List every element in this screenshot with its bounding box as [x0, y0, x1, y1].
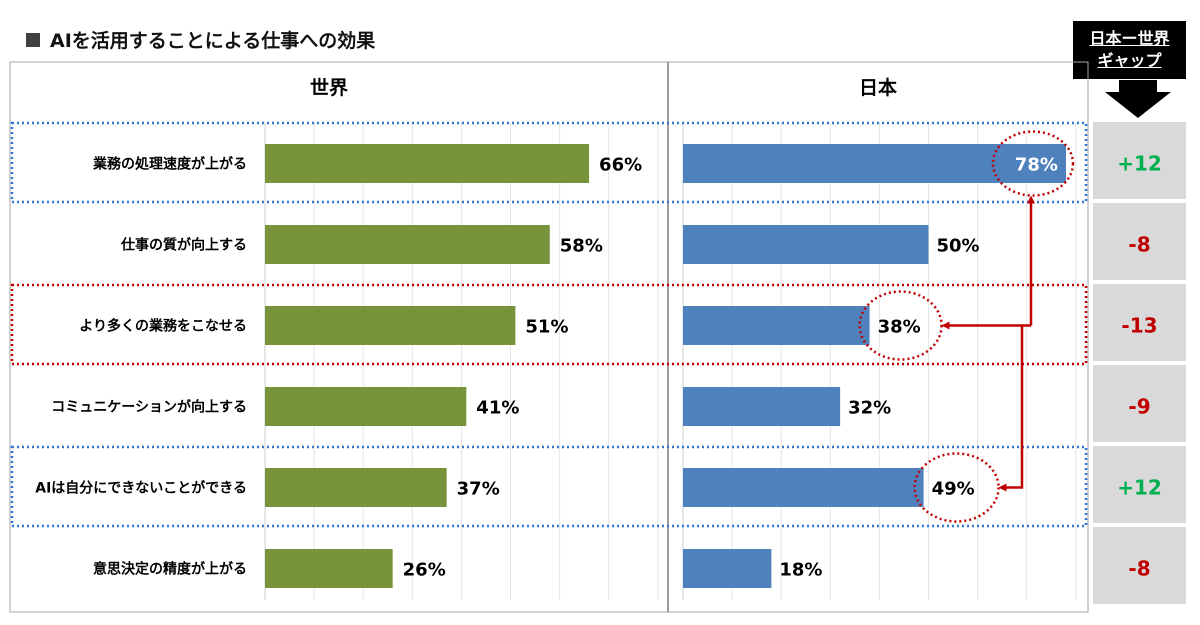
japan-value-label: 78%: [1015, 155, 1058, 176]
world-value-label: 41%: [476, 398, 519, 419]
world-bar: [265, 468, 447, 507]
gap-cell: [1093, 122, 1186, 199]
world-value-label: 37%: [457, 479, 500, 500]
series-name-japan: 日本: [859, 76, 897, 99]
gap-value: -9: [1128, 395, 1150, 419]
world-bar: [265, 549, 393, 588]
gap-value: +12: [1117, 476, 1162, 500]
table-frame: [9, 61, 1089, 613]
table-row: 意思決定の精度が上がる 26% 18% -8: [93, 527, 1186, 604]
japan-value-label: 38%: [878, 317, 921, 338]
table-row: コミュニケーションが向上する 41% 32% -9: [51, 365, 1186, 442]
gap-down-arrow-icon: [1105, 80, 1171, 118]
row-highlight-box: [10, 121, 1088, 204]
chart-title-text: AIを活用することによる仕事への効果: [50, 30, 376, 52]
table-row: より多くの業務をこなせる 51% 38% -13: [10, 283, 1186, 366]
connector-arrow-down: [998, 325, 1024, 492]
world-value-label: 58%: [560, 236, 603, 257]
row-highlight-box: [10, 445, 1088, 528]
japan-bar: [683, 144, 1066, 183]
japan-value-label: 49%: [932, 479, 975, 500]
table-row: 業務の処理速度が上がる 66% 78% +12: [10, 121, 1186, 204]
gridlines: [264, 122, 1077, 600]
gap-value: -8: [1128, 557, 1150, 581]
category-label: より多くの業務をこなせる: [79, 318, 247, 335]
gap-header: 日本ー世界 ギャップ: [1073, 21, 1186, 79]
world-value-label: 26%: [403, 560, 446, 581]
gap-cell: [1093, 365, 1186, 442]
japan-bar: [683, 225, 929, 264]
gap-cell: [1093, 203, 1186, 280]
japan-value-label: 50%: [937, 236, 980, 257]
category-label: 業務の処理速度が上がる: [92, 156, 247, 173]
world-value-label: 66%: [599, 155, 642, 176]
series-name-world: 世界: [310, 77, 348, 99]
category-label: 仕事の質が向上する: [120, 237, 247, 254]
japan-bar: [683, 549, 772, 588]
world-value-label: 51%: [525, 317, 568, 338]
world-bar: [265, 225, 550, 264]
gap-header-line1: 日本ー世界: [1089, 29, 1170, 48]
japan-bar: [683, 306, 870, 345]
title-square-icon: [26, 32, 40, 47]
table-row: AIは自分にできないことができる 37% 49% +12: [10, 445, 1186, 528]
gap-header-line2: ギャップ: [1097, 51, 1162, 70]
japan-bar: [683, 468, 924, 507]
japan-value-label: 32%: [848, 398, 891, 419]
world-bar: [265, 144, 590, 183]
gap-value: -8: [1128, 233, 1150, 257]
gap-cell: [1093, 446, 1186, 523]
category-label: コミュニケーションが向上する: [51, 399, 247, 416]
japan-bar: [683, 387, 841, 426]
gap-cell: [1093, 284, 1186, 361]
row-highlight-box: [10, 283, 1088, 366]
japan-value-label: 18%: [779, 560, 822, 581]
gap-value: +12: [1117, 152, 1162, 176]
chart-title: AIを活用することによる仕事への効果: [26, 26, 375, 53]
table-row: 仕事の質が向上する 58% 50% -8: [120, 203, 1186, 280]
world-bar: [265, 306, 516, 345]
gap-cell: [1093, 527, 1186, 604]
category-label: AIは自分にできないことができる: [35, 480, 247, 497]
world-bar: [265, 387, 467, 426]
category-label: 意思決定の精度が上がる: [93, 561, 247, 578]
gap-value: -13: [1121, 314, 1157, 338]
